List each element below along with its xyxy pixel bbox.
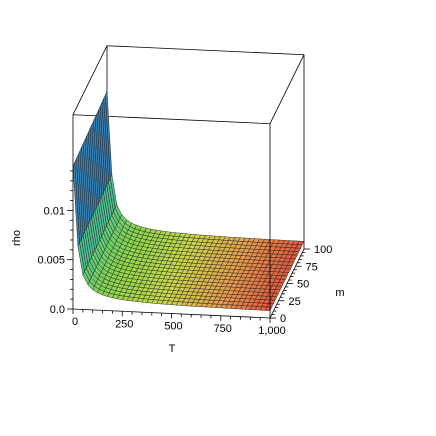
y-tick-label: 50 (297, 279, 309, 291)
x-tick-label: 500 (164, 321, 182, 333)
x-axis-title: T (169, 343, 176, 355)
z-tick-label: 0.0 (50, 304, 65, 316)
y-tick-label: 25 (289, 296, 301, 308)
y-axis-title: m (335, 287, 344, 299)
y-tick-label: 0 (280, 313, 286, 325)
x-tick-label: 1,000 (258, 325, 286, 337)
z-axis-title: rho (11, 230, 23, 246)
box-edge (269, 54, 305, 124)
x-tick-label: 750 (214, 323, 232, 335)
z-tick-label: 0.01 (44, 205, 65, 217)
box-edge (106, 45, 305, 56)
x-tick-label: 250 (115, 318, 133, 330)
box-edge (72, 45, 108, 115)
y-tick-label: 75 (306, 261, 318, 273)
axis-labels: Tm rho (11, 230, 345, 355)
z-tick-label: 0.005 (37, 255, 65, 267)
y-tick-label: 100 (314, 244, 332, 256)
x-tick-label: 0 (72, 316, 78, 328)
surface-mesh (72, 91, 305, 311)
